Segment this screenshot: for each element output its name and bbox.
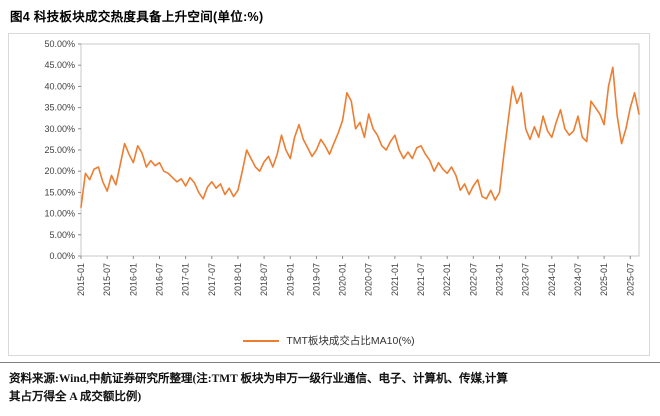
tmt-line-chart: 0.00% 5.00% 10.00% 15.00% 20.00% 25.00% 30.00%…	[44, 39, 640, 296]
source-note-line2: 其占万得全 A 成交额比例)	[9, 390, 142, 403]
x-tick-label: 2025-07	[625, 263, 635, 296]
y-tick-label: 15.00%	[44, 187, 75, 197]
y-tick-label: 50.00%	[44, 39, 75, 49]
y-tick-label: 10.00%	[44, 209, 75, 219]
x-tick-label: 2019-01	[285, 263, 295, 296]
y-tick-label: 30.00%	[44, 124, 75, 134]
legend-series-label: TMT板块成交占比MA10(%)	[286, 335, 415, 347]
source-note: 资料来源:Wind,中航证券研究所整理(注:TMT 板块为申万一级行业通信、电子…	[0, 362, 660, 407]
x-tick-label: 2015-01	[76, 263, 86, 296]
y-tick-label: 35.00%	[44, 103, 75, 113]
x-tick-label: 2019-07	[311, 263, 321, 296]
series-line-tmt	[80, 66, 640, 208]
x-tick-label: 2021-01	[390, 263, 400, 296]
x-tick-label: 2023-07	[521, 263, 531, 296]
x-tick-label: 2022-01	[442, 263, 452, 296]
x-tick-label: 2017-01	[181, 263, 191, 296]
y-tick-label: 0.00%	[49, 251, 75, 261]
x-tick-label: 2017-07	[207, 263, 217, 296]
x-tick-label: 2025-01	[599, 263, 609, 296]
y-tick-label: 40.00%	[44, 81, 75, 91]
plot-border	[80, 43, 640, 257]
x-tick-label: 2024-07	[573, 263, 583, 296]
x-tick-label: 2016-01	[128, 263, 138, 296]
x-tick-label: 2023-01	[495, 263, 505, 296]
chart-legend: TMT板块成交占比MA10(%)	[9, 333, 649, 348]
y-tick-label: 5.00%	[49, 230, 75, 240]
x-tick-label: 2018-01	[233, 263, 243, 296]
x-tick-label: 2020-07	[364, 263, 374, 296]
x-tick-label: 2016-07	[154, 263, 164, 296]
chart-figure: 0.00% 5.00% 10.00% 15.00% 20.00% 25.00% 30.00%…	[8, 33, 650, 356]
source-note-line1: 资料来源:Wind,中航证券研究所整理(注:TMT 板块为申万一级行业通信、电子…	[9, 373, 508, 385]
x-tick-label: 2020-01	[338, 263, 348, 296]
y-tick-label: 45.00%	[44, 60, 75, 70]
figure-title: 图4 科技板块成交热度具备上升空间(单位:%)	[10, 10, 264, 24]
y-tick-label: 20.00%	[44, 166, 75, 176]
x-tick-label: 2018-07	[259, 263, 269, 296]
x-tick-label: 2015-07	[102, 263, 112, 296]
legend-line-swatch	[243, 339, 280, 342]
x-tick-label: 2021-07	[416, 263, 426, 296]
x-tick-label: 2024-01	[547, 263, 557, 296]
x-tick-label: 2022-07	[468, 263, 478, 296]
y-tick-label: 25.00%	[44, 145, 75, 155]
